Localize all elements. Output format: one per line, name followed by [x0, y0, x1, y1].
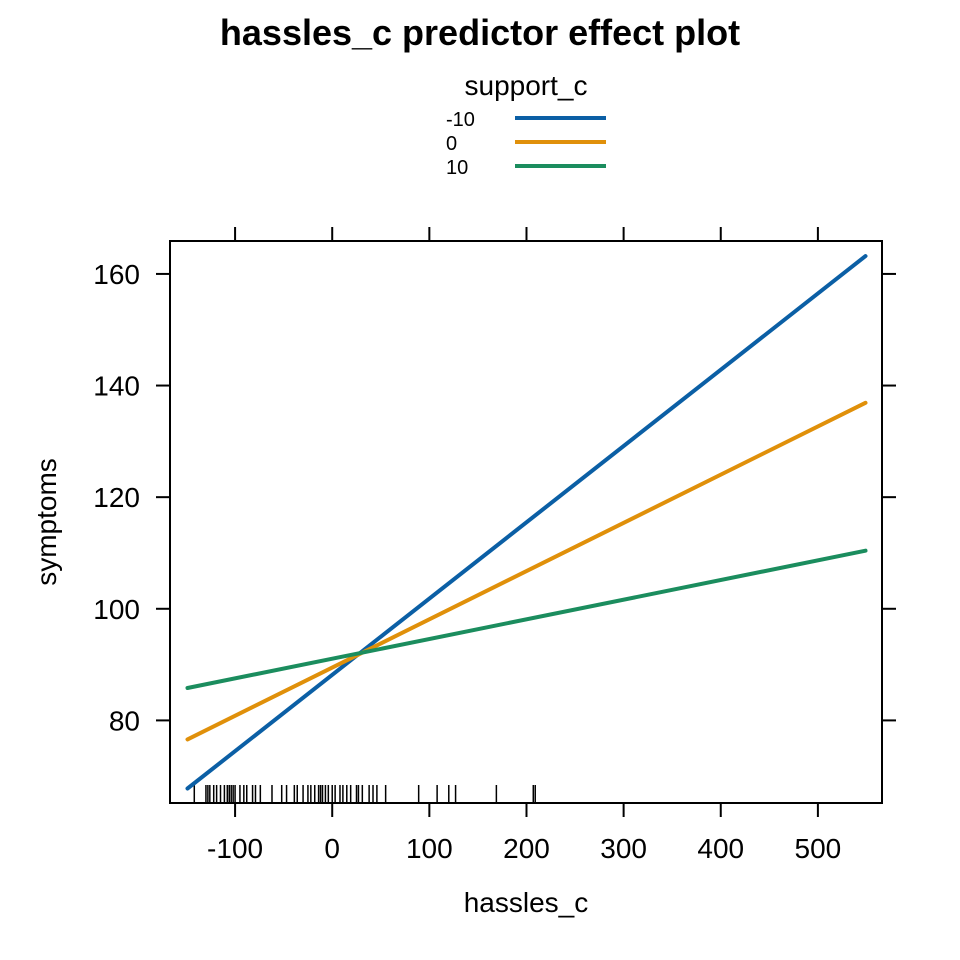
series-lines [185, 254, 868, 791]
x-tick-label: 0 [324, 833, 340, 864]
y-tick-label: 80 [109, 705, 140, 736]
x-tick-label: 400 [697, 833, 744, 864]
y-tick-label: 120 [93, 482, 140, 513]
x-tick-label: 100 [406, 833, 453, 864]
legend-title: support_c [465, 70, 588, 101]
series-line-0 [185, 400, 868, 742]
y-axis-label: symptoms [31, 458, 62, 586]
x-tick-label: -100 [207, 833, 263, 864]
series-line-10 [185, 548, 868, 690]
x-axis-label: hassles_c [464, 887, 589, 918]
legend-label-10: 10 [446, 157, 468, 179]
legend-label-0: 0 [446, 133, 457, 155]
legend-label--10: -10 [446, 109, 475, 131]
y-axis: 80 100 120 140 160 [93, 259, 896, 736]
chart-title: hassles_c predictor effect plot [220, 12, 740, 53]
x-axis: -100 0 100 200 300 400 500 [207, 227, 841, 864]
y-tick-label: 160 [93, 259, 140, 290]
y-tick-label: 100 [93, 594, 140, 625]
x-tick-label: 200 [503, 833, 550, 864]
x-tick-label: 300 [600, 833, 647, 864]
y-tick-label: 140 [93, 371, 140, 402]
series-line--10 [185, 254, 868, 791]
rug-marks [193, 785, 536, 803]
x-tick-label: 500 [795, 833, 842, 864]
